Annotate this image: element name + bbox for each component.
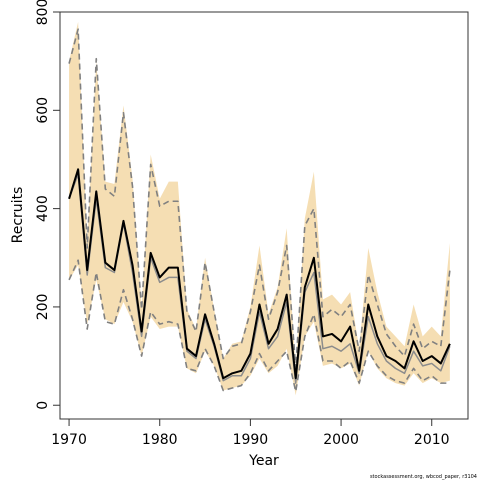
y-tick-label: 0 (35, 401, 51, 410)
x-tick-label: 1980 (142, 432, 178, 448)
x-tick-label: 2000 (323, 432, 359, 448)
credit-annotation: stockassessment.org, wbcod_paper, r3104 (370, 474, 477, 480)
x-axis-title: Year (248, 453, 279, 469)
y-tick-label: 400 (35, 195, 51, 222)
y-axis-title: Recruits (10, 187, 26, 244)
confidence-band-layer (69, 21, 450, 396)
estimate-line (68, 168, 451, 380)
series-lines-layer (68, 28, 451, 393)
confidence-band (69, 21, 450, 396)
y-tick-label: 600 (35, 97, 51, 124)
x-tick-label: 2010 (414, 432, 450, 448)
x-tick-label: 1990 (233, 432, 269, 448)
lower-interval-line (68, 259, 450, 393)
plot-frame (59, 11, 469, 420)
y-tick-label: 800 (35, 0, 51, 25)
upper-interval-line (68, 28, 451, 370)
x-axis: 1970 1980 1990 2000 2010 (51, 419, 450, 448)
y-axis: 0 200 400 600 800 (35, 0, 60, 410)
x-tick-label: 1970 (51, 432, 87, 448)
y-tick-label: 200 (35, 294, 51, 321)
